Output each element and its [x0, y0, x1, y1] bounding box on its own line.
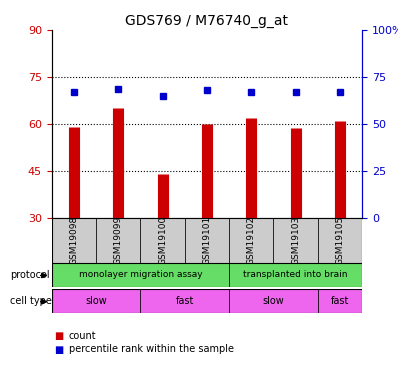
Bar [229, 217, 273, 262]
Bar [185, 217, 229, 262]
Bar [96, 217, 140, 262]
Text: GSM19103: GSM19103 [291, 215, 300, 265]
Text: GSM19100: GSM19100 [158, 215, 167, 265]
Text: ■: ■ [54, 331, 63, 340]
Bar [273, 217, 318, 262]
Text: monolayer migration assay: monolayer migration assay [79, 270, 202, 279]
Text: transplanted into brain: transplanted into brain [244, 270, 348, 279]
Bar [140, 289, 229, 313]
Text: GSM19098: GSM19098 [69, 215, 78, 265]
Text: slow: slow [263, 296, 284, 306]
Text: GSM19105: GSM19105 [336, 215, 345, 265]
Title: GDS769 / M76740_g_at: GDS769 / M76740_g_at [125, 13, 289, 28]
Text: slow: slow [85, 296, 107, 306]
Bar [229, 262, 362, 287]
Text: fast: fast [176, 296, 194, 306]
Text: GSM19102: GSM19102 [247, 215, 256, 265]
Bar [52, 289, 140, 313]
Bar [229, 289, 318, 313]
Text: cell type: cell type [10, 296, 52, 306]
Text: fast: fast [331, 296, 349, 306]
Bar [318, 217, 362, 262]
Text: protocol: protocol [10, 270, 50, 279]
Text: ■: ■ [54, 345, 63, 354]
Bar [52, 262, 229, 287]
Text: GSM19101: GSM19101 [203, 215, 211, 265]
Text: percentile rank within the sample: percentile rank within the sample [69, 345, 234, 354]
Text: GSM19099: GSM19099 [114, 215, 123, 265]
Bar [52, 217, 96, 262]
Text: count: count [69, 331, 96, 340]
Bar [140, 217, 185, 262]
Bar [318, 289, 362, 313]
